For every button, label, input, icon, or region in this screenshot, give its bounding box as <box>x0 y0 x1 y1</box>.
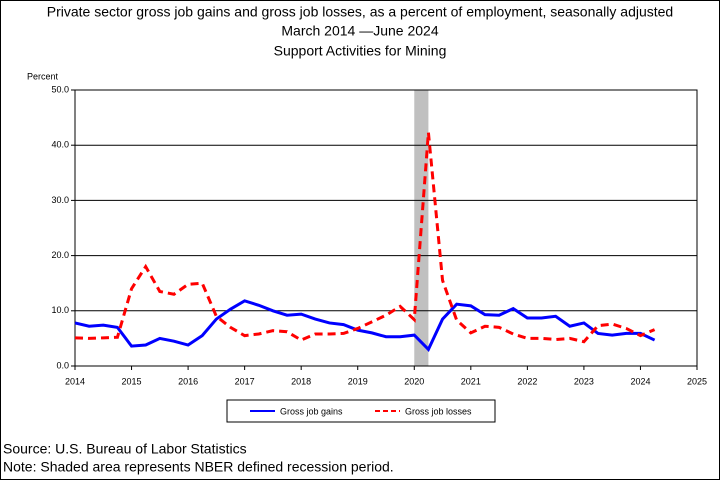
x-tick-label: 2017 <box>235 376 255 386</box>
x-tick-label: 2022 <box>517 376 537 386</box>
chart-title: Private sector gross job gains and gross… <box>47 4 673 20</box>
legend-label: Gross job losses <box>405 406 472 416</box>
y-tick-label: 40.0 <box>51 140 69 150</box>
x-tick-label: 2014 <box>65 376 85 386</box>
source: Source: U.S. Bureau of Labor Statistics <box>3 441 247 457</box>
series-line <box>74 299 656 353</box>
plot-frame <box>74 89 698 367</box>
x-tick-label: 2019 <box>348 376 368 386</box>
x-tick-label: 2016 <box>178 376 198 386</box>
x-tick-label: 2025 <box>687 376 707 386</box>
legend-box <box>226 399 496 423</box>
series-line <box>74 132 656 344</box>
x-tick-label: 2018 <box>291 376 311 386</box>
y-tick-label: 20.0 <box>51 250 69 260</box>
legend-label: Gross job gains <box>280 406 343 416</box>
x-tick-label: 2023 <box>574 376 594 386</box>
x-tick-label: 2021 <box>461 376 481 386</box>
y-tick-label: 50.0 <box>51 84 69 94</box>
y-axis-label: Percent <box>27 71 59 81</box>
x-tick-label: 2015 <box>122 376 142 386</box>
chart-subtitle: March 2014 —June 2024 <box>281 23 438 39</box>
y-tick-label: 30.0 <box>51 195 69 205</box>
x-tick-label: 2020 <box>404 376 424 386</box>
x-tick-label: 2024 <box>630 376 650 386</box>
chart-subtitle: Support Activities for Mining <box>274 43 447 59</box>
note: Note: Shaded area represents NBER define… <box>3 459 394 475</box>
y-tick-label: 10.0 <box>51 305 69 315</box>
recession-shade <box>414 90 429 366</box>
y-tick-label: 0.0 <box>56 360 69 370</box>
